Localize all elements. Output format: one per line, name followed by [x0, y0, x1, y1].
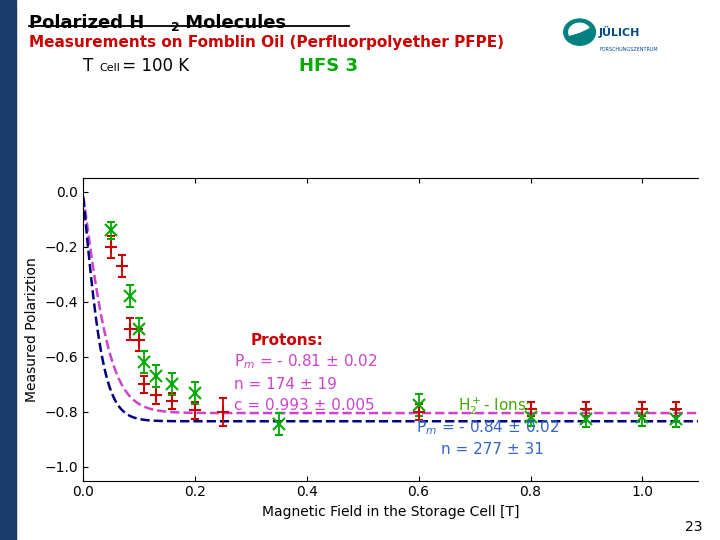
Text: Cell: Cell [99, 63, 120, 73]
Text: JÜLICH: JÜLICH [599, 26, 640, 38]
X-axis label: Magnetic Field in the Storage Cell [T]: Magnetic Field in the Storage Cell [T] [262, 505, 519, 519]
Wedge shape [569, 23, 589, 35]
Text: P$_m$ = - 0.81 ± 0.02: P$_m$ = - 0.81 ± 0.02 [234, 353, 377, 371]
Text: FORSCHUNGSZENTRUM: FORSCHUNGSZENTRUM [599, 48, 657, 52]
Circle shape [564, 19, 595, 45]
Text: Protons:: Protons: [251, 333, 323, 348]
Text: n = 277 ± 31: n = 277 ± 31 [441, 442, 544, 457]
Text: HFS 3: HFS 3 [299, 57, 358, 75]
Text: n = 174 ± 19: n = 174 ± 19 [234, 376, 337, 392]
Text: Molecules: Molecules [179, 14, 286, 31]
Text: H$_2^+$- Ions:: H$_2^+$- Ions: [458, 395, 530, 417]
Text: Measurements on Fomblin Oil (Perfluorpolyether PFPE): Measurements on Fomblin Oil (Perfluorpol… [29, 35, 504, 50]
Text: 2: 2 [171, 21, 180, 33]
Text: Polarized H: Polarized H [29, 14, 144, 31]
Y-axis label: Measured Polariztion: Measured Polariztion [24, 257, 39, 402]
Text: c = 0.993 ± 0.005: c = 0.993 ± 0.005 [234, 399, 374, 414]
Text: T: T [83, 57, 93, 75]
Text: P$_m$ = - 0.84 ± 0.02: P$_m$ = - 0.84 ± 0.02 [415, 418, 559, 437]
Text: 23: 23 [685, 519, 702, 534]
Text: = 100 K: = 100 K [117, 57, 189, 75]
